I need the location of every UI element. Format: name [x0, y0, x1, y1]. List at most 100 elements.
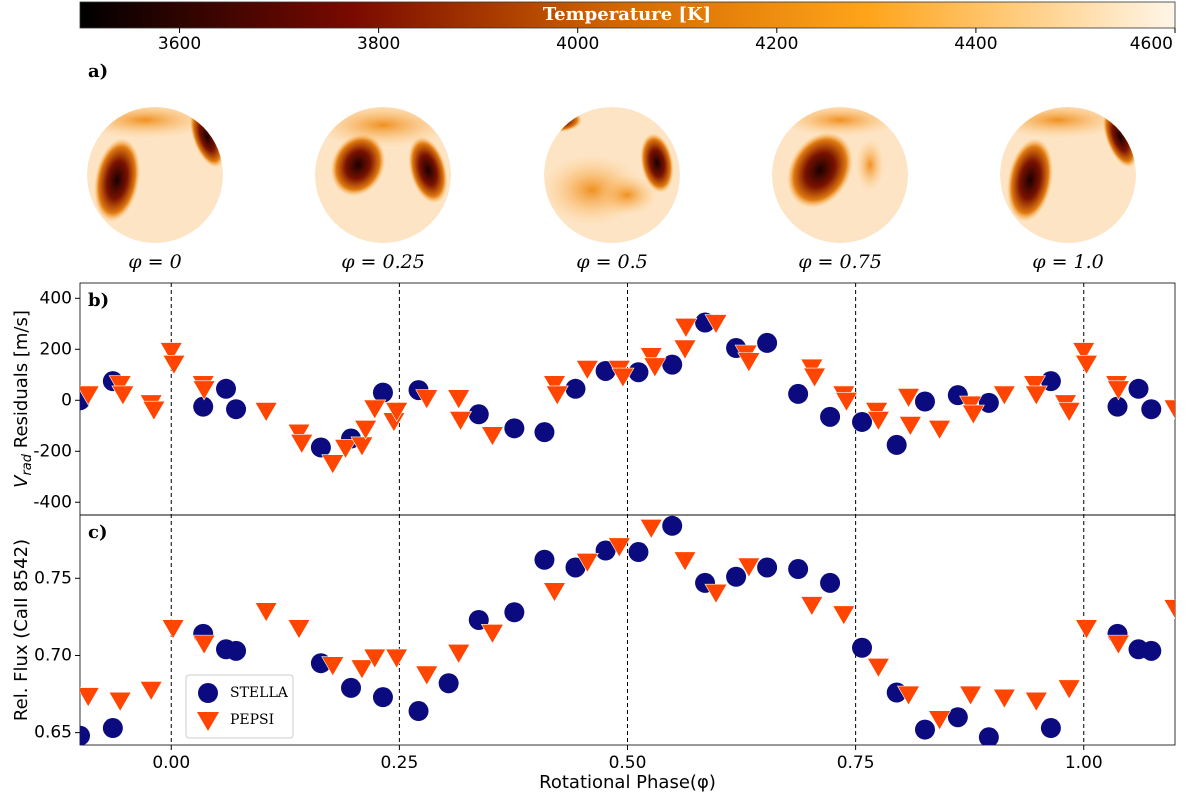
y-axis-label: Rel. Flux (CaII 8542) — [11, 539, 32, 721]
point — [1106, 634, 1130, 655]
point — [334, 439, 358, 460]
y-axis-subscript: rad — [20, 453, 35, 475]
point — [820, 406, 841, 427]
surface-map — [315, 107, 451, 243]
y-tick-label: -200 — [33, 441, 72, 461]
surface-map — [544, 107, 680, 243]
point — [788, 559, 809, 580]
point — [800, 596, 824, 617]
colorbar-label: Temperature [K] — [543, 4, 711, 25]
point — [852, 637, 873, 658]
point — [607, 537, 631, 558]
point — [992, 688, 1016, 709]
point — [192, 634, 216, 655]
point — [674, 318, 698, 338]
x-tick-label: 0.50 — [609, 753, 647, 773]
map-label: φ = 0.25 — [341, 251, 425, 273]
point — [534, 422, 555, 443]
point — [595, 540, 616, 561]
point — [1074, 355, 1099, 375]
point — [287, 423, 311, 444]
point — [102, 718, 123, 739]
x-axis-label: Rotational Phase(φ) — [539, 772, 716, 793]
point — [726, 566, 747, 587]
point — [737, 557, 761, 578]
point — [1057, 402, 1081, 423]
point — [897, 685, 921, 706]
point — [385, 402, 409, 423]
surface-map — [772, 107, 908, 243]
point — [866, 411, 890, 431]
point — [254, 602, 278, 623]
y-axis-text: Residuals [m/s] — [11, 310, 32, 454]
point — [108, 691, 132, 712]
point — [565, 557, 586, 578]
point — [448, 411, 473, 431]
point — [914, 719, 935, 740]
point — [321, 454, 345, 475]
point — [959, 685, 983, 706]
point — [363, 399, 387, 420]
point — [575, 553, 599, 573]
point — [662, 354, 683, 375]
point — [834, 391, 859, 412]
y-tick-label: 0.65 — [34, 723, 72, 743]
point — [662, 515, 683, 536]
point — [480, 624, 504, 644]
point — [480, 426, 504, 447]
markers — [80, 312, 1175, 475]
point — [643, 357, 667, 378]
point — [254, 402, 278, 423]
point — [978, 392, 999, 413]
point — [757, 332, 778, 353]
point — [575, 360, 599, 381]
point — [914, 391, 935, 412]
point — [372, 687, 393, 708]
x-tick-label: 0.25 — [380, 753, 418, 773]
colorbar-tick-label: 4200 — [755, 34, 798, 54]
point — [673, 551, 697, 572]
point — [159, 342, 183, 363]
point — [886, 434, 907, 455]
surface-map — [1000, 107, 1136, 243]
point — [545, 385, 569, 406]
y-tick-label: -400 — [33, 492, 72, 512]
point — [321, 656, 345, 677]
point — [1024, 385, 1048, 406]
legend-marker — [198, 683, 218, 703]
point — [350, 659, 374, 680]
point — [820, 572, 841, 593]
point — [1106, 380, 1130, 401]
point — [978, 727, 999, 745]
point — [1074, 619, 1099, 640]
point — [639, 519, 663, 539]
point — [757, 557, 778, 578]
point — [928, 710, 952, 731]
point — [504, 602, 525, 623]
point — [438, 673, 459, 694]
point — [385, 648, 409, 669]
point — [1141, 399, 1162, 420]
colorbar-tick-label: 4000 — [556, 34, 599, 54]
point — [192, 380, 216, 401]
point — [1040, 718, 1061, 739]
point — [595, 360, 616, 381]
point — [673, 339, 697, 360]
x-tick-label: 1.00 — [1065, 753, 1103, 773]
point — [287, 619, 311, 640]
point — [992, 385, 1016, 406]
point — [142, 400, 166, 421]
point — [80, 687, 100, 708]
point — [310, 437, 331, 458]
y-tick-label: 200 — [40, 339, 72, 359]
colorbar-tick-label: 4600 — [1130, 34, 1173, 54]
point — [354, 420, 378, 440]
y-tick-label: 0.75 — [34, 568, 72, 588]
point — [947, 707, 968, 728]
x-tick-label: 0.75 — [837, 753, 875, 773]
point — [80, 385, 100, 406]
colorbar — [79, 1, 1176, 29]
y-axis-label: Vrad Residuals [m/s] — [11, 310, 35, 488]
point — [504, 418, 525, 439]
